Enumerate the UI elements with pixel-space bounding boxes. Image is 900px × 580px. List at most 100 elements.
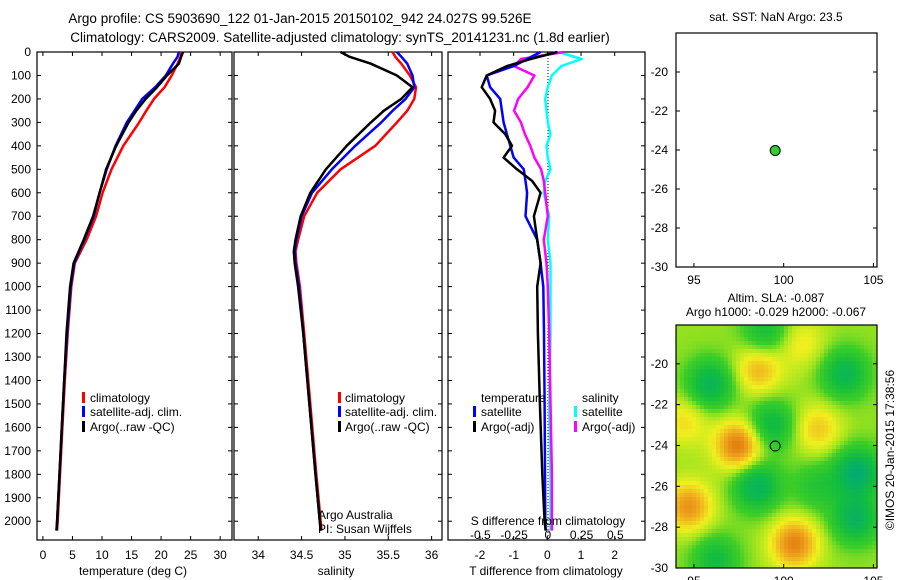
heatmap-cell <box>856 537 860 541</box>
heatmap-cell <box>680 409 684 413</box>
heatmap-cell <box>696 469 700 473</box>
heatmap-cell <box>820 533 824 537</box>
heatmap-cell <box>752 353 756 357</box>
heatmap-cell <box>784 553 788 557</box>
heatmap-cell <box>680 557 684 561</box>
legend-argo: Argo(..raw -QC) <box>345 420 430 434</box>
imos-timestamp: ©IMOS 20-Jan-2015 17:38:56 <box>883 370 897 531</box>
heatmap-cell <box>764 365 768 369</box>
heatmap-cell <box>856 565 860 568</box>
heatmap-cell <box>728 425 732 429</box>
heatmap-cell <box>868 513 872 517</box>
heatmap-cell <box>688 469 692 473</box>
heatmap-cell <box>800 533 804 537</box>
heatmap-cell <box>692 349 696 353</box>
heatmap-cell <box>796 369 800 373</box>
heatmap-cell <box>788 473 792 477</box>
heatmap-cell <box>708 445 712 449</box>
heatmap-cell <box>844 453 848 457</box>
heatmap-cell <box>736 353 740 357</box>
heatmap-cell <box>796 385 800 389</box>
heatmap-cell <box>680 417 684 421</box>
axis-ticks: 0100200300400500600700800900100011001200… <box>4 45 883 580</box>
heatmap-cell <box>736 453 740 457</box>
heatmap-cell <box>704 541 708 545</box>
heatmap-cell <box>740 433 744 437</box>
heatmap-cell <box>868 337 872 341</box>
heatmap-cell <box>772 421 776 425</box>
heatmap-cell <box>824 465 828 469</box>
x-tick-label: 2 <box>611 548 618 562</box>
heatmap-cell <box>788 493 792 497</box>
heatmap-cell <box>764 449 768 453</box>
heatmap-cell <box>676 405 680 409</box>
heatmap-cell <box>820 445 824 449</box>
heatmap-cell <box>680 361 684 365</box>
heatmap-cell <box>704 461 708 465</box>
heatmap-cell <box>860 425 864 429</box>
heatmap-cell <box>804 553 808 557</box>
heatmap-cell <box>824 449 828 453</box>
heatmap-cell <box>856 441 860 445</box>
heatmap-cell <box>836 329 840 333</box>
heatmap-cell <box>788 413 792 417</box>
heatmap-cell <box>752 369 756 373</box>
heatmap-cell <box>732 549 736 553</box>
heatmap-cell <box>704 489 708 493</box>
heatmap-cell <box>752 385 756 389</box>
heatmap-cell <box>768 493 772 497</box>
heatmap-cell <box>860 373 864 377</box>
heatmap-cell <box>828 381 832 385</box>
heatmap-cell <box>752 553 756 557</box>
map-y-tick-label: -22 <box>651 398 669 412</box>
heatmap-cell <box>776 477 780 481</box>
heatmap-cell <box>776 505 780 509</box>
heatmap-cell <box>824 529 828 533</box>
heatmap-cell <box>828 433 832 437</box>
heatmap-cell <box>828 373 832 377</box>
heatmap-cell <box>740 493 744 497</box>
heatmap-cell <box>676 509 680 513</box>
heatmap-cell <box>720 433 724 437</box>
heatmap-cell <box>712 377 716 381</box>
heatmap-cell <box>780 405 784 409</box>
heatmap-cell <box>696 365 700 369</box>
heatmap-cell <box>804 445 808 449</box>
heatmap-cell <box>756 561 760 565</box>
heatmap-cell <box>800 529 804 533</box>
heatmap-cell <box>788 525 792 529</box>
heatmap-cell <box>700 409 704 413</box>
heatmap-cell <box>864 509 868 513</box>
heatmap-cell <box>820 401 824 405</box>
heatmap-cell <box>704 325 708 329</box>
heatmap-cell <box>772 437 776 441</box>
heatmap-cell <box>720 425 724 429</box>
heatmap-cell <box>776 357 780 361</box>
heatmap-cell <box>812 421 816 425</box>
heatmap-cell <box>812 521 816 525</box>
heatmap-cell <box>828 425 832 429</box>
heatmap-cell <box>780 449 784 453</box>
heatmap-cell <box>680 345 684 349</box>
heatmap-cell <box>768 441 772 445</box>
heatmap-cell <box>732 541 736 545</box>
heatmap-cell <box>780 445 784 449</box>
heatmap-cell <box>712 521 716 525</box>
heatmap-cell <box>816 541 820 545</box>
heatmap-cell <box>776 565 780 568</box>
heatmap-cell <box>680 333 684 337</box>
heatmap-cell <box>772 405 776 409</box>
heatmap-cell <box>860 537 864 541</box>
heatmap-cell <box>860 397 864 401</box>
heatmap-cell <box>676 377 680 381</box>
heatmap-cell <box>676 505 680 509</box>
heatmap-cell <box>692 401 696 405</box>
heatmap-cell <box>788 393 792 397</box>
heatmap-cell <box>860 361 864 365</box>
heatmap-cell <box>772 565 776 568</box>
heatmap-cell <box>728 549 732 553</box>
heatmap-cell <box>736 393 740 397</box>
heatmap-cell <box>704 505 708 509</box>
heatmap-cell <box>676 413 680 417</box>
